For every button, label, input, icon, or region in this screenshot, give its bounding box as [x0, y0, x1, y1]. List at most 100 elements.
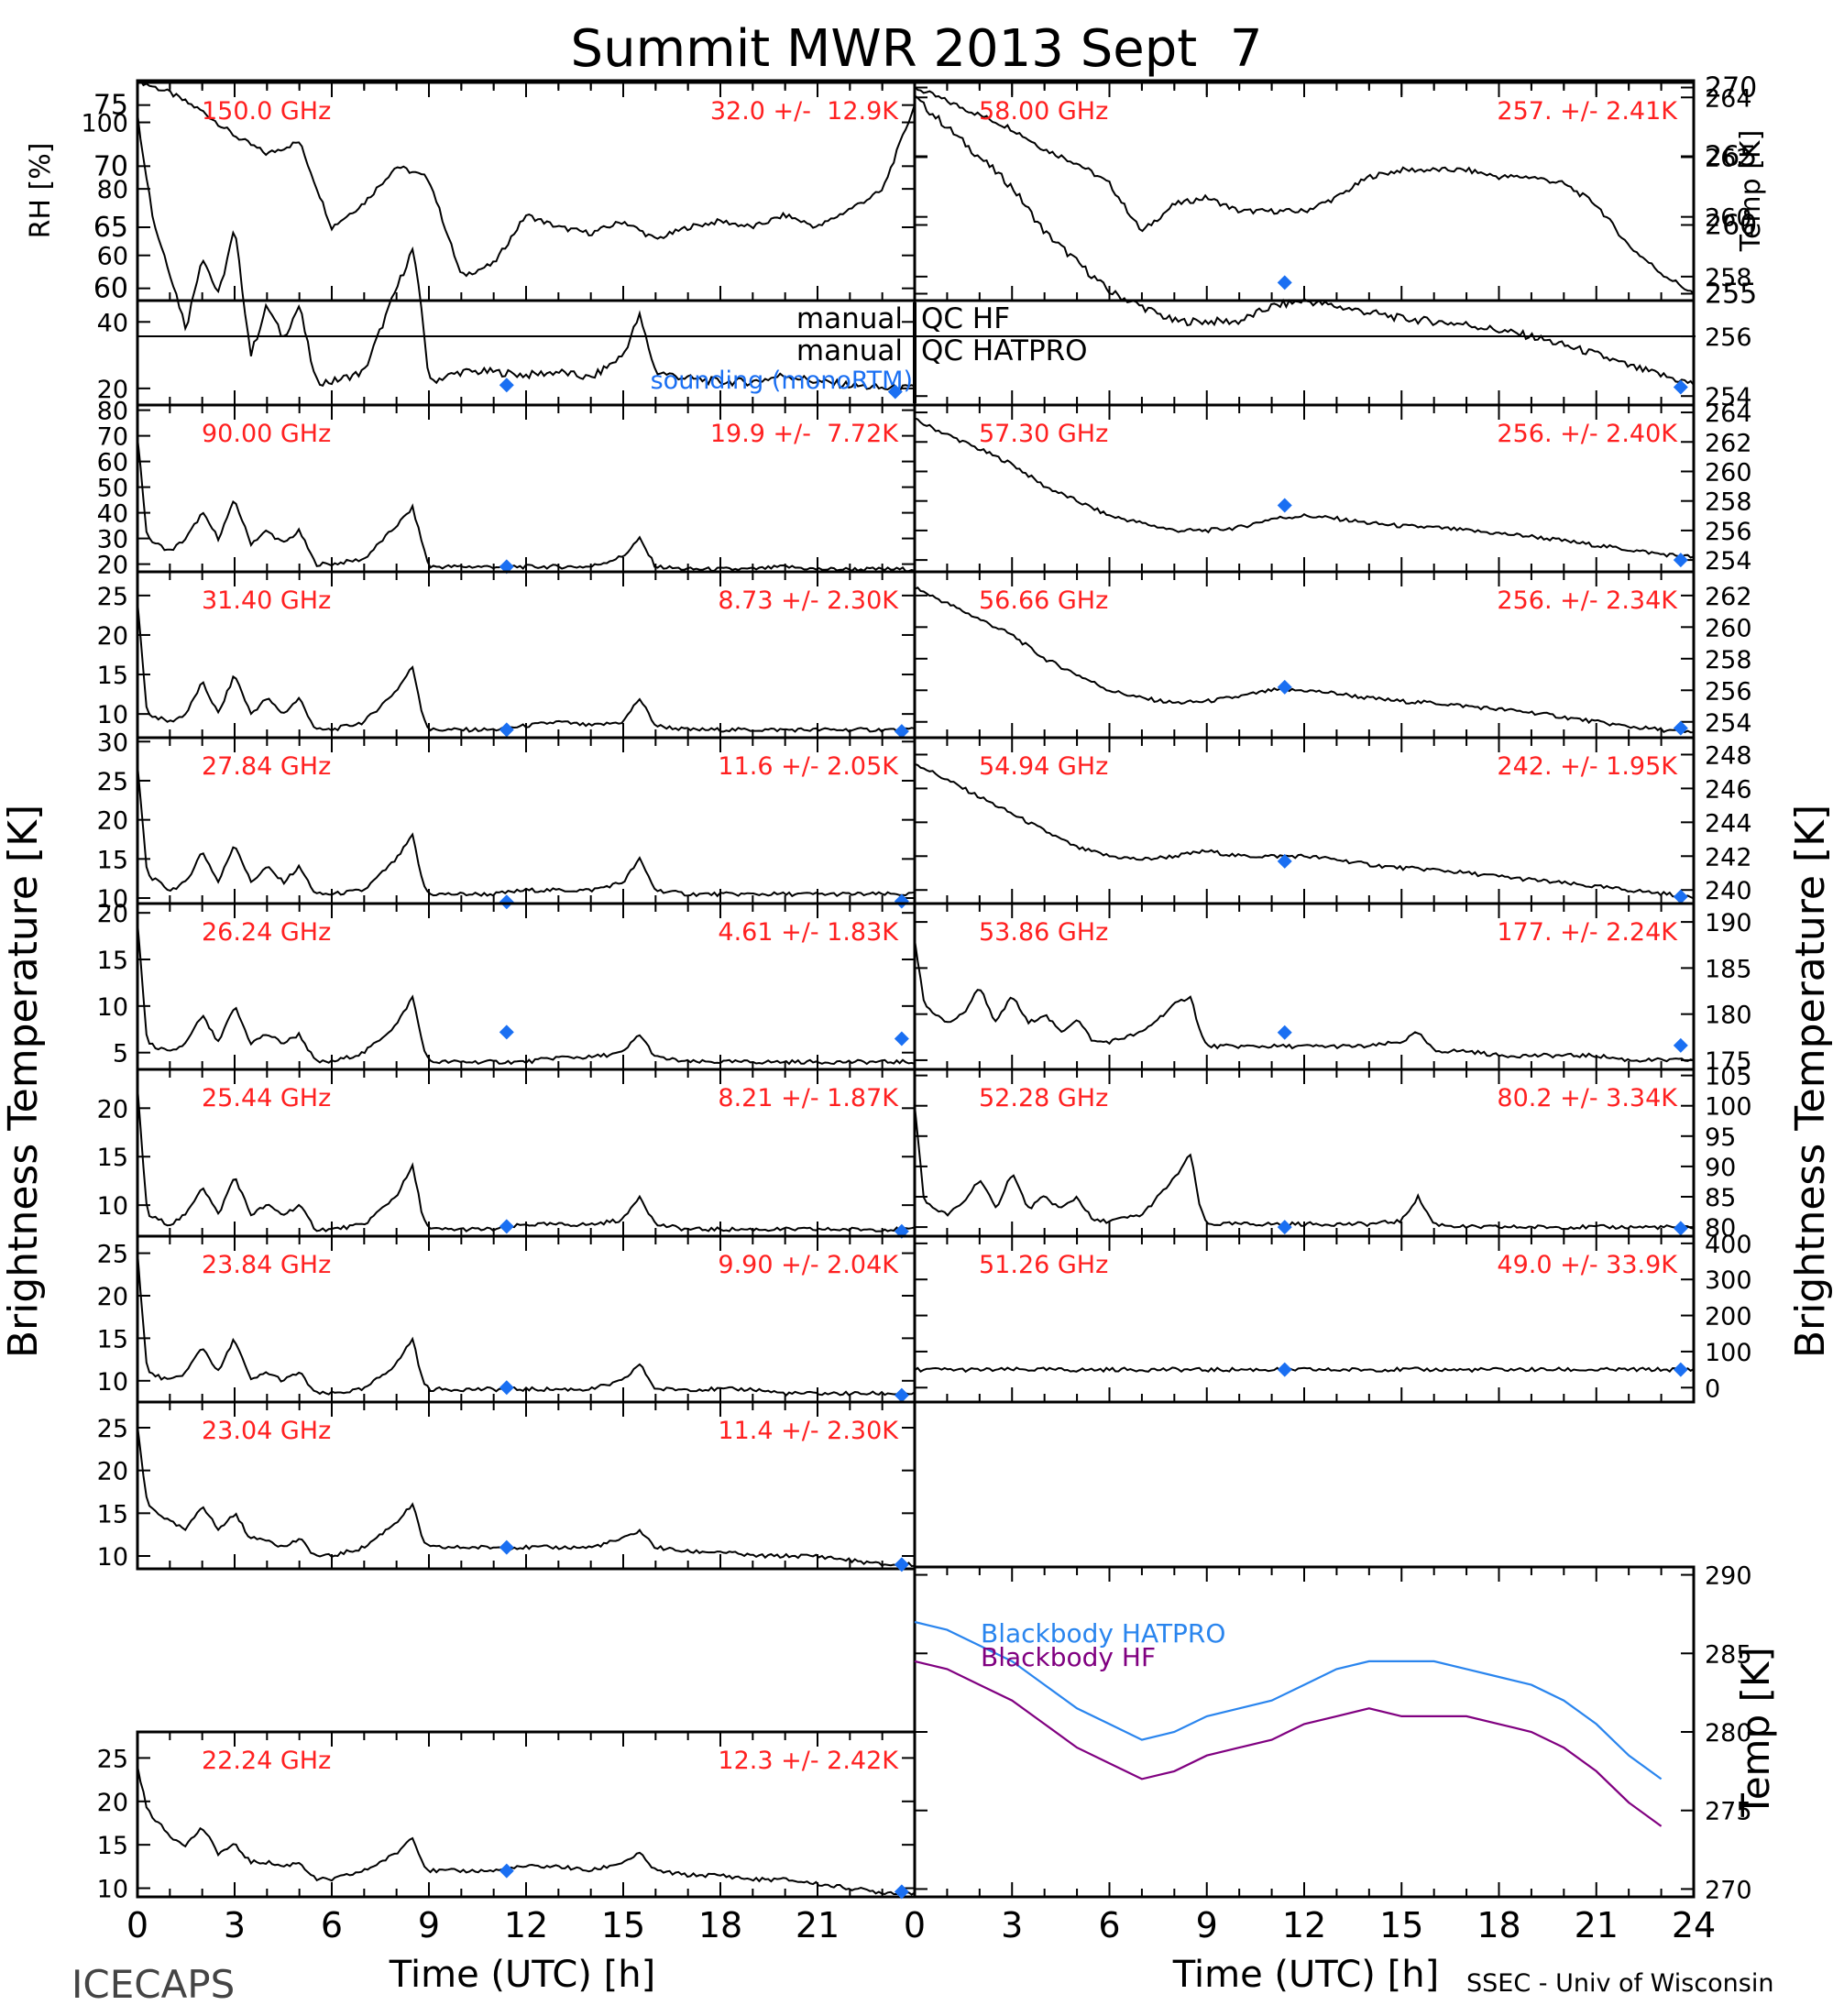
qc-label-hf: QC HF	[921, 302, 1010, 335]
x-axes: 0 3 6 9 12 15 18 21 0 3 6 9 12 15 18 21 24	[126, 1905, 1716, 1945]
trace-line	[914, 1366, 1695, 1374]
stats-label: 11.6 +/- 2.05K	[718, 752, 899, 781]
y-tick-label: 258	[1705, 646, 1752, 674]
y-tick-label: 70	[93, 150, 128, 182]
y-tick-label: 10	[97, 701, 128, 729]
sounding-marker	[499, 1024, 514, 1040]
sounding-marker	[1277, 1362, 1292, 1377]
xlabel-left: Time (UTC) [h]	[389, 1954, 655, 1996]
y-tick-label: 80	[97, 398, 128, 426]
panel-R4: 175 180 185 190 53.86 GHz 177. +/- 2.24K	[913, 902, 1752, 1076]
y-tick-label: 290	[1705, 1562, 1752, 1591]
y-tick-label: 10	[97, 885, 128, 914]
freq-label: 26.24 GHz	[202, 918, 331, 947]
stats-label: 256. +/- 2.40K	[1497, 420, 1678, 448]
stats-label: 256. +/- 2.34K	[1497, 586, 1678, 615]
y-tick-label: 20	[97, 1283, 128, 1311]
panel-ylabel: RH [%]	[25, 143, 57, 239]
freq-label: 51.26 GHz	[979, 1251, 1108, 1279]
y-tick-label: 400	[1705, 1231, 1752, 1259]
y-tick-label: 25	[97, 1745, 128, 1773]
x-tick-label: 15	[601, 1905, 645, 1945]
y-tick-label: 25	[97, 1241, 128, 1269]
panel-frame	[913, 1565, 1696, 1899]
trace-line	[137, 437, 916, 573]
y-tick-label: 20	[97, 552, 128, 580]
y-tick-label: 15	[97, 1325, 128, 1353]
trace-line	[914, 586, 1695, 734]
stats-label: 80.2 +/- 3.34K	[1497, 1084, 1678, 1112]
sounding-marker	[499, 559, 514, 575]
panel-L5: 10 15 20 25.44 GHz 8.21 +/- 1.87K	[97, 1068, 916, 1239]
y-tick-label: 20	[97, 1458, 128, 1486]
x-tick-label: 12	[504, 1905, 548, 1945]
sounding-marker	[894, 1557, 909, 1572]
sounding-marker	[1277, 679, 1292, 695]
freq-label: 150.0 GHz	[202, 97, 331, 126]
y-tick-label: 254	[1705, 709, 1752, 738]
sounding-marker	[894, 1387, 909, 1403]
manual-label-hatpro: manual	[796, 334, 903, 367]
y-tick-label: 285	[1705, 1640, 1752, 1669]
y-tick-label: 270	[1705, 1876, 1752, 1904]
legend-hatpro: Blackbody HATPRO	[981, 1618, 1225, 1649]
right-ylabel: Brightness Temperature [K]	[1787, 805, 1833, 1358]
y-tick-label: 20	[97, 807, 128, 836]
stats-label: 49.0 +/- 33.9K	[1497, 1251, 1678, 1279]
y-tick-label: 30	[97, 526, 128, 554]
panel-ylabel-group: Temp [K]	[1735, 130, 1767, 253]
freq-label: 22.24 GHz	[202, 1747, 331, 1775]
stats-label: 242. +/- 1.95K	[1497, 752, 1678, 781]
sounding-marker	[1673, 1221, 1688, 1236]
trace-line	[137, 113, 916, 393]
figure-title: Summit MWR 2013 Sept 7	[571, 19, 1263, 79]
footer-left: ICECAPS	[71, 1962, 235, 2007]
y-tick-label: 240	[1705, 877, 1752, 905]
y-tick-label: 260	[1705, 614, 1752, 642]
y-tick-label: 256	[1705, 323, 1752, 352]
stats-label: 9.90 +/- 2.04K	[718, 1251, 899, 1279]
panel-ylabel-group: RH [%]	[25, 143, 57, 239]
y-tick-label: 80	[97, 176, 128, 204]
stats-label: 257. +/- 2.41K	[1497, 97, 1678, 126]
sounding-marker	[887, 384, 903, 400]
y-tick-label: 262	[1705, 429, 1752, 457]
sounding-marker	[1277, 853, 1292, 869]
panel-L4: 5 10 15 20 26.24 GHz 4.61 +/- 1.83K	[97, 900, 916, 1071]
trace-line	[914, 762, 1695, 900]
stats-label: 11.4 +/- 2.30K	[718, 1417, 899, 1445]
y-tick-label: 264	[1705, 400, 1752, 428]
x-tick-label: 15	[1379, 1905, 1423, 1945]
y-tick-label: 15	[97, 947, 128, 975]
freq-label: 56.66 GHz	[979, 586, 1108, 615]
y-tick-label: 244	[1705, 809, 1752, 838]
y-tick-label: 15	[97, 846, 128, 874]
y-tick-label: 95	[1705, 1123, 1736, 1152]
y-tick-label: 280	[1705, 1719, 1752, 1748]
y-tick-label: 20	[97, 900, 128, 928]
freq-label: 90.00 GHz	[202, 420, 331, 448]
freq-label: 31.40 GHz	[202, 586, 331, 615]
y-tick-label: 260	[1705, 204, 1752, 233]
left-ylabel-group: Brightness Temperature [K]	[0, 805, 47, 1358]
y-tick-label: 200	[1705, 1303, 1752, 1331]
x-tick-label: 3	[224, 1905, 246, 1945]
panel-R0: 254 256 258 260 262 264 58.00 GHz 257. +/- 2.41…	[913, 81, 1752, 411]
sounding-marker	[499, 378, 514, 393]
x-tick-label: 21	[796, 1905, 840, 1945]
x-tick-label: 12	[1282, 1905, 1326, 1945]
x-tick-label: 18	[698, 1905, 742, 1945]
y-tick-label: 40	[97, 309, 128, 337]
y-tick-label: 246	[1705, 775, 1752, 804]
sounding-marker	[894, 1031, 909, 1046]
trace-line	[137, 1252, 916, 1397]
freq-label: 25.44 GHz	[202, 1084, 331, 1112]
y-tick-label: 75	[93, 90, 128, 122]
sounding-marker	[1673, 720, 1688, 736]
trace-line	[914, 417, 1695, 559]
trace-line	[137, 1765, 916, 1896]
trace-line	[137, 79, 916, 278]
stats-label: 8.73 +/- 2.30K	[718, 586, 899, 615]
panel-ylabel-group: Temp [K]	[1733, 1647, 1778, 1818]
